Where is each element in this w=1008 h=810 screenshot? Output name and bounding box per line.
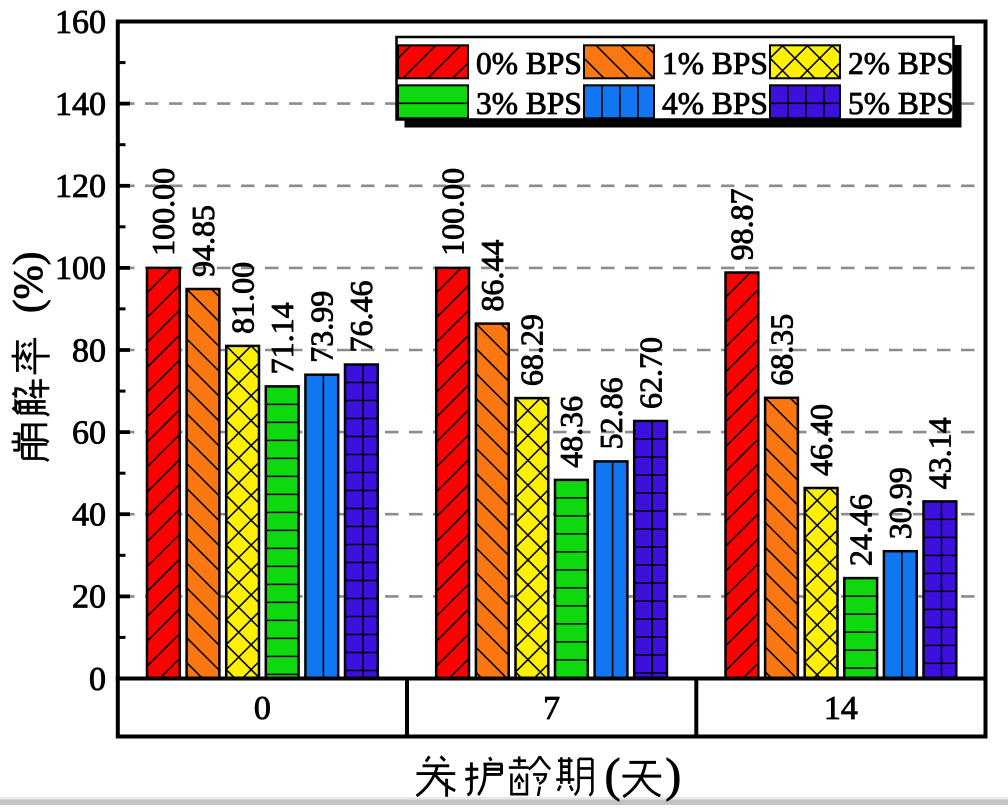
svg-text:160: 160 <box>55 4 106 41</box>
svg-text:0: 0 <box>89 661 106 698</box>
svg-text:100.00: 100.00 <box>145 168 181 256</box>
svg-text:62.70: 62.70 <box>632 337 668 409</box>
svg-text:120: 120 <box>55 168 106 205</box>
svg-text:48.36: 48.36 <box>553 396 589 468</box>
svg-text:60: 60 <box>72 414 106 451</box>
svg-text:71.14: 71.14 <box>264 302 300 374</box>
svg-text:): ) <box>665 749 681 802</box>
svg-text:46.40: 46.40 <box>803 404 839 476</box>
svg-text:73.99: 73.99 <box>304 291 340 363</box>
svg-text:(: ( <box>605 749 621 802</box>
svg-text:0: 0 <box>254 690 271 727</box>
svg-text:43.14: 43.14 <box>922 417 958 489</box>
svg-text:76.46: 76.46 <box>343 281 379 353</box>
svg-text:100: 100 <box>55 250 106 287</box>
svg-text:4% BPS: 4% BPS <box>662 86 768 121</box>
svg-text:100.00: 100.00 <box>434 168 470 256</box>
svg-text:0% BPS: 0% BPS <box>476 46 582 81</box>
svg-text:(%): (%) <box>5 252 51 313</box>
svg-text:40: 40 <box>72 497 106 534</box>
svg-text:2% BPS: 2% BPS <box>848 46 954 81</box>
svg-text:68.35: 68.35 <box>763 314 799 386</box>
svg-text:14: 14 <box>824 690 858 727</box>
svg-text:94.85: 94.85 <box>185 205 221 277</box>
svg-text:98.87: 98.87 <box>724 189 760 261</box>
svg-text:140: 140 <box>55 86 106 123</box>
svg-text:1% BPS: 1% BPS <box>662 46 768 81</box>
svg-text:7: 7 <box>543 690 560 727</box>
svg-text:24.46: 24.46 <box>843 494 879 566</box>
svg-text:86.44: 86.44 <box>474 240 510 312</box>
svg-text:80: 80 <box>72 332 106 369</box>
svg-text:30.99: 30.99 <box>882 467 918 539</box>
svg-text:20: 20 <box>72 579 106 616</box>
svg-text:81.00: 81.00 <box>224 262 260 334</box>
svg-text:52.86: 52.86 <box>593 377 629 449</box>
svg-text:3% BPS: 3% BPS <box>476 86 582 121</box>
svg-text:68.29: 68.29 <box>514 314 550 386</box>
svg-text:5% BPS: 5% BPS <box>848 86 954 121</box>
